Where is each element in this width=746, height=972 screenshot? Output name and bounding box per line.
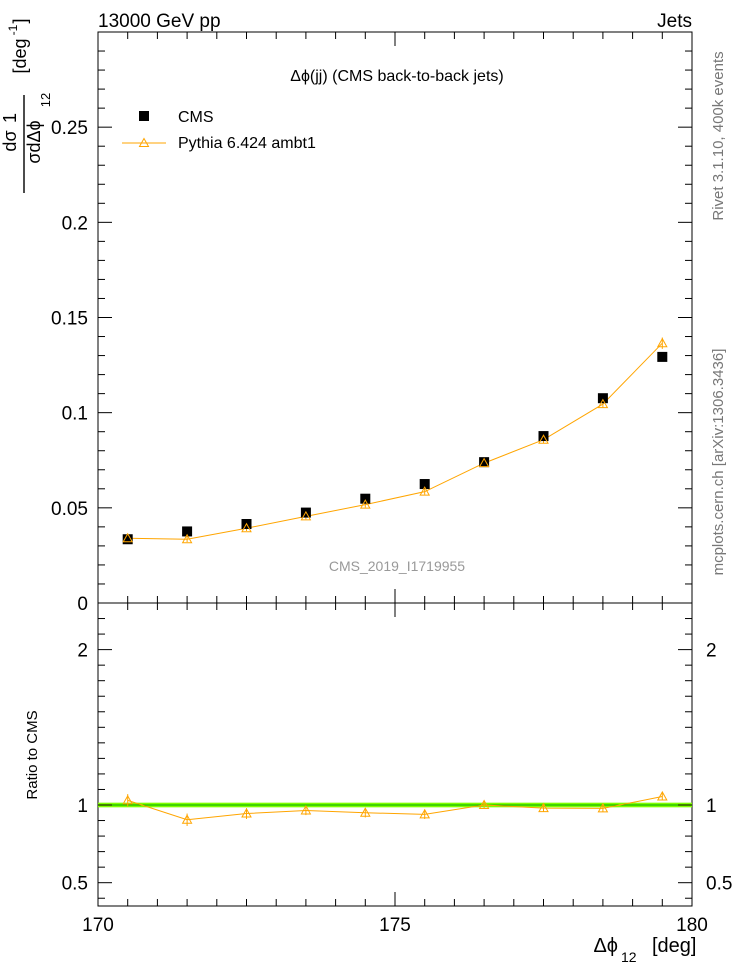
ratio-x-tick-labels: 170 175 180 [82, 915, 708, 936]
x-tick-label: 170 [82, 915, 114, 936]
x-tick-label: 175 [379, 915, 411, 936]
ratio-data [122, 790, 668, 826]
pythia-point [478, 457, 490, 468]
y-tick-label: 0.05 [51, 499, 88, 520]
pythia-point [241, 522, 252, 533]
y-tick-label: 0.1 [62, 404, 88, 425]
pythia-line [127, 342, 663, 540]
ratio-axes [97, 602, 693, 906]
y-label-dsigma: dσ [0, 130, 20, 151]
ratio-y-tick-labels: 0.5 0.5 1 1 2 2 [62, 641, 733, 895]
process-label: Jets [657, 11, 692, 32]
pythia-point [419, 486, 431, 496]
ratio-band [98, 802, 692, 808]
mcplots-reference-label: mcplots.cern.ch [arXiv:1306.3436] [710, 349, 727, 576]
x-label-subscript: 12 [621, 949, 637, 965]
legend-pythia-marker [138, 137, 150, 147]
main-y-tick-labels: 0 0.05 0.1 0.15 0.2 0.25 [51, 118, 88, 615]
y-label-denominator: σdΔϕ [24, 120, 44, 163]
cms-point [657, 351, 668, 362]
ratio-y-tick-label-right: 1 [706, 796, 717, 817]
pythia-point [656, 337, 668, 348]
ratio-y-tick-label-left: 2 [77, 641, 88, 662]
cms-point [182, 526, 193, 537]
legend-cms-marker [139, 111, 149, 121]
ratio-pythia-point [122, 794, 134, 805]
y-label-unit-close: ] [10, 18, 30, 23]
analysis-watermark: CMS_2019_I1719955 [329, 558, 465, 574]
pythia-point [181, 533, 193, 544]
pythia-point [300, 510, 312, 521]
main-axes [97, 31, 693, 604]
y-tick-label: 0.15 [51, 309, 88, 330]
ratio-y-tick-label-left: 0.5 [62, 874, 88, 895]
ratio-pythia-point [241, 808, 252, 818]
pythia-point [359, 499, 371, 509]
cms-point [360, 493, 371, 504]
y-tick-label: 0.25 [51, 118, 88, 139]
y-label-numerator: 1 [0, 113, 20, 123]
x-axis-label: Δϕ 12 [deg] [593, 935, 696, 965]
main-data [122, 337, 668, 545]
ratio-pythia-point [300, 804, 312, 815]
pythia-point [597, 398, 609, 409]
cms-point [479, 457, 490, 468]
y-label-denominator-subscript: 12 [38, 93, 53, 107]
ratio-pythia-point [359, 807, 371, 817]
legend: CMS Pythia 6.424 ambt1 [122, 109, 316, 152]
pythia-point [538, 434, 549, 444]
pythia-point [122, 532, 134, 543]
ratio-y-tick-label-right: 2 [706, 641, 717, 662]
ratio-y-axis-label: Ratio to CMS [24, 710, 41, 799]
y-tick-label: 0 [77, 594, 88, 615]
y-tick-label: 0.2 [62, 213, 88, 234]
cms-point [597, 393, 608, 404]
ratio-y-tick-label-right: 0.5 [706, 874, 732, 895]
ratio-pythia-point [478, 799, 490, 809]
cms-point [419, 479, 430, 490]
ratio-pythia-point [656, 790, 668, 801]
rivet-version-label: Rivet 3.1.10, 400k events [710, 51, 727, 220]
ratio-pythia-point [597, 802, 609, 813]
y-label-unit-exponent: -1 [6, 24, 20, 35]
legend-pythia-label: Pythia 6.424 ambt1 [178, 135, 316, 152]
ratio-pythia-point [419, 808, 431, 819]
ratio-pythia-line [127, 795, 663, 821]
beam-energy-label: 13000 GeV pp [98, 11, 221, 32]
x-label-unit: [deg] [652, 935, 696, 957]
x-tick-label: 180 [676, 915, 708, 936]
legend-cms-label: CMS [178, 109, 214, 126]
ratio-panel-frame [97, 602, 693, 907]
chart-title: Δϕ(jj) (CMS back-to-back jets) [290, 68, 503, 85]
y-label-unit: [deg [10, 38, 30, 73]
ratio-y-tick-label-left: 1 [77, 796, 88, 817]
main-y-axis-label: 1 dσ σdΔϕ 12 [deg -1 ] [0, 18, 53, 193]
ratio-pythia-point [181, 814, 193, 824]
cms-point [122, 534, 133, 545]
ratio-pythia-point [538, 802, 549, 813]
x-label-symbol: Δϕ [593, 935, 618, 957]
